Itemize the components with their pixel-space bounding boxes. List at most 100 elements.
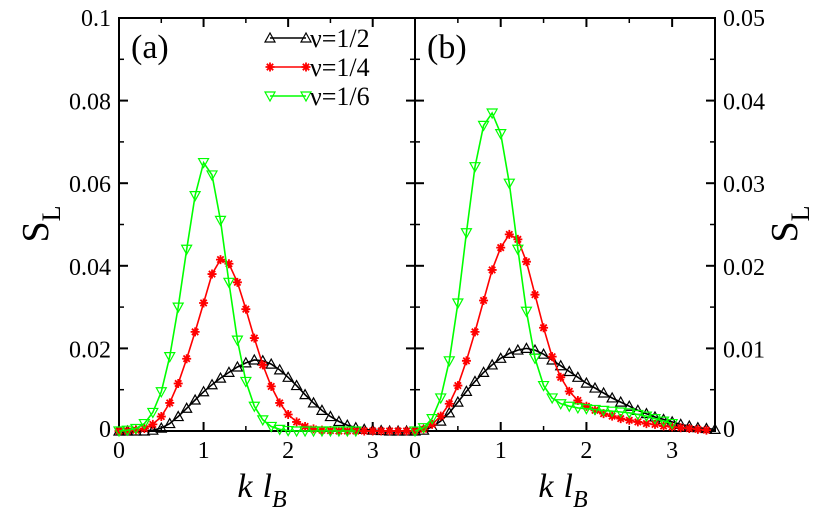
panel-b-point-nu-1-6	[494, 129, 507, 140]
panel-b-point-nu-1-6	[460, 228, 473, 239]
legend-marker-nu-1-2	[299, 31, 313, 43]
panel-b-point-nu-1-4	[693, 424, 703, 434]
panel-a-point-nu-1-2	[180, 402, 193, 413]
panel-a-point-nu-1-4	[241, 304, 251, 314]
panel-b-point-nu-1-6	[606, 406, 619, 418]
panel-a-point-nu-1-2	[299, 388, 312, 400]
panel-b-point-nu-1-2	[597, 386, 610, 398]
panel-a-point-nu-1-6	[129, 423, 142, 435]
panel-a-point-nu-1-4	[165, 398, 175, 408]
panel-b-point-nu-1-6	[417, 423, 430, 434]
panel-a-point-nu-1-4	[359, 426, 369, 436]
panel-a-point-nu-1-6	[197, 157, 210, 169]
panel-b-point-nu-1-2	[563, 365, 576, 377]
legend-marker-nu-1-4	[301, 62, 311, 72]
panel-b-point-nu-1-2	[443, 406, 456, 418]
legend-marker-nu-1-6	[299, 91, 313, 103]
panel-a-point-nu-1-6	[332, 426, 345, 438]
panel-a-xlabel-l: l	[262, 468, 271, 505]
panel-b-point-nu-1-2	[588, 381, 602, 393]
panel-a-point-nu-1-4	[402, 426, 412, 436]
panel-b-point-nu-1-6	[486, 108, 499, 120]
panel-a-ytick-label: 0.02	[69, 337, 111, 363]
panel-b-point-nu-1-2	[477, 366, 490, 377]
panel-a-point-nu-1-6	[180, 244, 193, 256]
panel-a-point-nu-1-6	[290, 426, 303, 438]
panel-a-xtick-label: 0	[113, 438, 125, 464]
panel-b-point-nu-1-4	[573, 395, 583, 405]
legend-entry-nu-1-6: ν=1/6	[263, 82, 370, 111]
panel-b-line-nu-1-2	[414, 347, 716, 432]
panel-a-label: (a)	[131, 29, 169, 66]
panel-b-point-nu-1-4	[436, 411, 446, 421]
panel-b-series-nu-1-6	[408, 108, 679, 438]
panel-a-xtick-label: 3	[367, 438, 379, 464]
panel-b-point-nu-1-4	[556, 372, 566, 382]
panel-a-ytick-label: 0	[99, 417, 111, 443]
panel-a-point-nu-1-6	[341, 426, 354, 438]
panel-b-point-nu-1-2	[571, 371, 584, 382]
panel-a-point-nu-1-6	[222, 277, 235, 289]
legend-marker-nu-1-6	[263, 91, 277, 103]
panel-a-point-nu-1-6	[189, 190, 202, 202]
panel-b-point-nu-1-6	[503, 178, 516, 190]
panel-b-point-nu-1-4	[590, 405, 600, 415]
panel-b-xtick-label: 3	[666, 438, 678, 464]
panel-b-point-nu-1-6	[528, 353, 542, 365]
panel-b-point-nu-1-2	[434, 414, 447, 426]
panel-a-ylabel-main: S	[15, 221, 57, 242]
panel-a-ytick-label: 0.08	[69, 90, 111, 116]
panel-a-ytick-label: 0.1	[81, 6, 111, 32]
panel-a-point-nu-1-6	[172, 302, 185, 314]
panel-a-point-nu-1-6	[248, 401, 261, 413]
panel-a-frame	[118, 17, 416, 432]
panel-b-point-nu-1-2	[511, 343, 524, 355]
panel-a-point-nu-1-4	[385, 426, 395, 436]
panel-b-point-nu-1-6	[520, 306, 533, 318]
panel-b-ytick-label: 0.02	[723, 255, 765, 281]
panel-b-point-nu-1-4	[676, 423, 686, 433]
legend: ν=1/2ν=1/4ν=1/6	[263, 24, 370, 111]
panel-b-point-nu-1-6	[443, 356, 456, 368]
panel-b-point-nu-1-4	[504, 229, 514, 239]
panel-a-point-nu-1-6	[265, 421, 278, 433]
panel-a-series-nu-1-4	[114, 255, 412, 436]
panel-a-point-nu-1-4	[249, 333, 259, 343]
panel-a-point-nu-1-6	[206, 170, 219, 182]
panel-b-point-nu-1-4	[547, 352, 557, 362]
panel-b-series	[408, 108, 722, 438]
panel-b-point-nu-1-4	[453, 381, 463, 391]
panel-b-point-nu-1-4	[581, 401, 591, 411]
panel-a-point-nu-1-2	[155, 421, 168, 433]
panel-a-point-nu-1-2	[189, 393, 202, 405]
panel-a-point-nu-1-2	[239, 356, 252, 368]
panel-b-point-nu-1-2	[520, 342, 533, 353]
panel-a-ytick-label: 0.04	[69, 255, 111, 281]
panel-a-point-nu-1-6	[231, 335, 244, 347]
panel-b-xlabel-l: l	[563, 468, 572, 505]
legend-marker-nu-1-2	[263, 31, 277, 43]
panel-b-point-nu-1-2	[451, 395, 464, 407]
panel-b-point-nu-1-4	[684, 424, 694, 434]
panel-a-point-nu-1-4	[148, 419, 158, 429]
panel-b-line-nu-1-6	[414, 111, 673, 432]
panel-b-point-nu-1-6	[451, 298, 464, 310]
panel-b-point-nu-1-6	[623, 408, 636, 420]
panel-b-label: (b)	[427, 29, 467, 66]
panel-b-xtick-label: 1	[495, 438, 507, 464]
panel-a-point-nu-1-4	[156, 412, 166, 422]
panel-b-point-nu-1-2	[606, 391, 619, 403]
panel-a-point-nu-1-4	[376, 426, 386, 436]
panel-b-point-nu-1-4	[539, 323, 549, 333]
panel-a-point-nu-1-4	[215, 255, 225, 265]
panel-b-point-nu-1-2	[503, 347, 516, 358]
panel-b-ytick-label: 0.03	[723, 172, 765, 198]
panel-a-xtick-label: 1	[198, 438, 210, 464]
panel-b-point-nu-1-6	[434, 393, 447, 405]
panel-a-point-nu-1-4	[232, 277, 242, 287]
panel-a-xlabel-k: k	[237, 468, 253, 505]
panel-b-xlabel-sub: B	[573, 487, 588, 513]
panel-b-point-nu-1-2	[494, 352, 507, 363]
panel-b-point-nu-1-4	[479, 295, 489, 305]
panel-a-point-nu-1-2	[307, 396, 320, 408]
